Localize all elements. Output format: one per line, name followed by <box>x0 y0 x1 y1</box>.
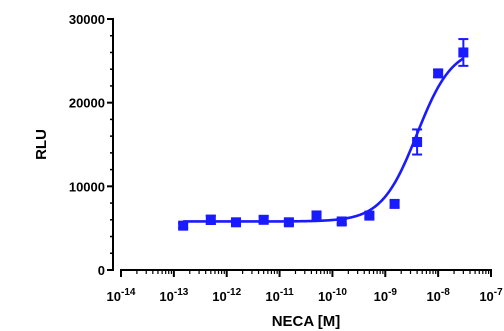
x-tick-label: 10-7 <box>479 287 503 304</box>
x-tick-label: 10-8 <box>426 287 450 304</box>
data-point <box>458 47 469 58</box>
x-tick-label: 10-12 <box>212 287 241 304</box>
axes <box>107 18 492 277</box>
y-tick-label: 20000 <box>69 96 105 111</box>
y-tick-label: 10000 <box>69 179 105 194</box>
data-point <box>283 217 294 228</box>
y-axis-title: RLU <box>33 129 50 160</box>
data-points-layer <box>178 38 469 231</box>
data-point <box>364 210 375 221</box>
y-tick-label: 0 <box>98 263 105 278</box>
data-point <box>205 214 216 225</box>
data-point <box>336 216 347 227</box>
tick-labels-layer: 0 10000 20000 30000 10-14 10-13 10-12 10-11 10-1… <box>69 12 503 304</box>
x-tick-label: 10-10 <box>318 287 347 304</box>
x-tick-label: 10-14 <box>107 287 136 304</box>
x-axis-title: NECA [M] <box>272 313 341 330</box>
data-point <box>258 214 269 225</box>
x-tick-label: 10-13 <box>159 287 188 304</box>
data-point <box>231 217 242 228</box>
data-point <box>433 68 444 79</box>
data-point <box>311 210 322 221</box>
y-tick-label: 30000 <box>69 12 105 27</box>
data-point <box>178 220 189 231</box>
x-tick-label: 10-11 <box>265 287 294 304</box>
data-point <box>412 136 423 147</box>
data-point <box>389 198 400 209</box>
x-tick-label: 10-9 <box>374 287 398 304</box>
